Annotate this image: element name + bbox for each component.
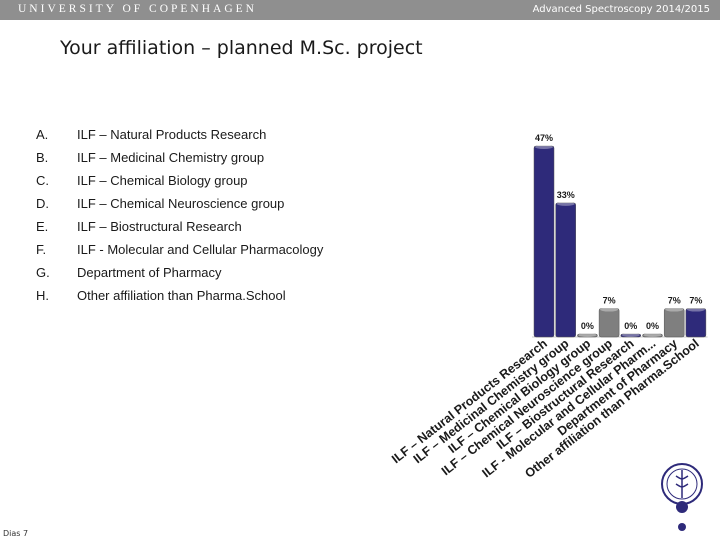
chart-data-label: 0% [581,321,594,331]
answer-option: A. ILF – Natural Products Research [36,127,366,147]
chart-bar-cap [600,307,619,312]
chart-bar [663,308,685,338]
answer-option: F. ILF - Molecular and Cellular Pharmacol… [36,242,366,262]
chart-bar-cap [556,201,575,206]
option-letter: F. [36,242,47,257]
option-text: ILF – Chemical Neuroscience group [77,196,285,211]
chart-bar [685,308,707,338]
answer-option: C. ILF – Chemical Biology group [36,173,366,193]
university-name: UNIVERSITY OF COPENHAGEN [18,3,257,15]
option-letter: H. [36,288,49,303]
option-text: Department of Pharmacy [77,265,222,280]
option-text: ILF – Natural Products Research [77,127,267,142]
university-seal-icon [660,462,704,538]
chart-data-label: 7% [603,296,616,306]
course-title: Advanced Spectroscopy 2014/2015 [532,4,710,15]
option-letter: A. [36,127,49,142]
option-letter: B. [36,150,49,165]
chart-data-label: 0% [624,321,637,331]
answer-option: G. Department of Pharmacy [36,265,366,285]
answer-option: E. ILF – Biostructural Research [36,219,366,239]
chart-data-label: 7% [689,296,702,306]
answer-option: D. ILF – Chemical Neuroscience group [36,196,366,216]
chart-bar [533,145,555,338]
option-text: Other affiliation than Pharma.School [77,288,286,303]
chart-bar [620,333,642,338]
chart-bar [577,333,598,338]
chart-bar [642,333,663,338]
answer-option: H. Other affiliation than Pharma.School [36,288,366,308]
chart-bar-cap [578,333,597,337]
chart-data-label: 0% [646,321,659,331]
option-text: ILF – Biostructural Research [77,219,242,234]
chart-bar-cap [686,307,705,312]
chart-bar [598,308,620,338]
option-letter: G. [36,265,50,280]
slide-title: Your affiliation – planned M.Sc. project [60,37,423,59]
option-letter: C. [36,173,49,188]
chart-bar-cap [535,145,553,149]
chart-bar [555,202,576,338]
chart-data-label: 47% [535,133,553,143]
chart-bar-cap [665,307,684,312]
option-letter: D. [36,196,49,211]
chart-bar-cap [621,333,640,337]
slide-number: Dias 7 [3,529,29,538]
header-bar: UNIVERSITY OF COPENHAGEN Advanced Spectr… [0,0,720,20]
answer-option: B. ILF – Medicinal Chemistry group [36,150,366,170]
option-text: ILF - Molecular and Cellular Pharmacolog… [77,242,324,257]
chart-data-label: 33% [557,190,575,200]
option-text: ILF – Chemical Biology group [77,173,248,188]
chart-bar-cap [643,333,662,337]
chart-data-label: 7% [668,296,681,306]
option-letter: E. [36,219,49,234]
option-text: ILF – Medicinal Chemistry group [77,150,265,165]
